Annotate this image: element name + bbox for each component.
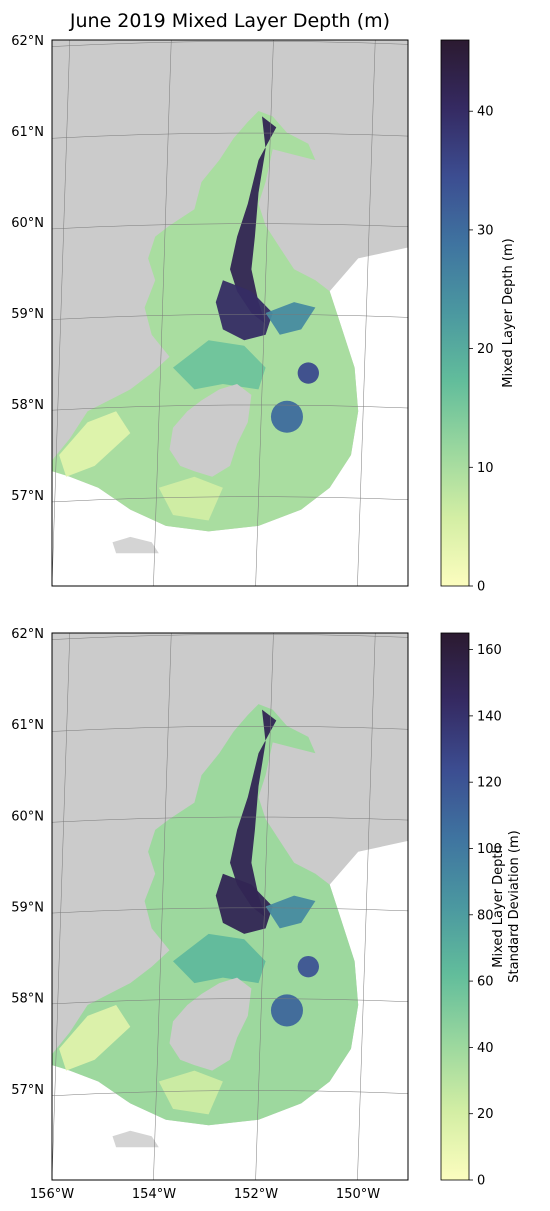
- longitude-line: [153, 632, 172, 1181]
- graticule-mld-std: [51, 632, 409, 1181]
- colorbar-tick-label: 80: [477, 908, 494, 923]
- colorbar-tick-label: 20: [477, 1107, 494, 1122]
- colorbar-gradient: [440, 39, 470, 587]
- latitude-line: [51, 41, 409, 47]
- open-ocean: [52, 840, 408, 1180]
- longitude-line: [255, 39, 274, 587]
- colorbar-tick-label: 30: [477, 223, 494, 238]
- colorbar-tick-label: 140: [477, 709, 502, 724]
- kodiak-island: [169, 384, 252, 477]
- colorbar-label: Standard Deviation (m): [507, 830, 522, 982]
- lon-tick-label: 152°W: [234, 1187, 278, 1202]
- map-frame-mld: [51, 39, 409, 587]
- mld-cell-cluster: [270, 994, 303, 1027]
- open-ocean: [52, 247, 408, 586]
- latitude-line: [51, 496, 409, 503]
- map-panel-mld-std: 62°N 61°N 60°N 59°N 58°N 57°N 156°W 154°W 152°W…: [11, 627, 522, 1202]
- colorbar-tick-label: 40: [477, 105, 494, 120]
- colorbar-mld: 0 10 20 30 40 Mixed Layer Depth (m): [440, 39, 516, 595]
- mld-cell-cluster: [59, 1005, 131, 1071]
- mld-cell-cluster: [230, 709, 277, 918]
- latitude-line: [51, 634, 409, 640]
- mld-cell-cluster: [59, 411, 131, 477]
- longitude-line: [255, 632, 274, 1181]
- colorbar-tick-label: 10: [477, 461, 494, 476]
- lat-tick-label: 57°N: [11, 1083, 44, 1098]
- mld-cell-cluster: [173, 340, 266, 390]
- lat-tick-label: 58°N: [11, 992, 44, 1007]
- colorbar-tick-label: 100: [477, 842, 502, 857]
- lat-tick-label: 57°N: [11, 489, 44, 504]
- mld-cell-cluster: [173, 933, 266, 984]
- latitude-line: [51, 998, 409, 1005]
- lat-tick-label: 61°N: [11, 125, 44, 140]
- map-area-mld: [52, 40, 408, 586]
- lat-tick-label: 61°N: [11, 718, 44, 733]
- latitude-line: [51, 725, 409, 732]
- lat-tick-labels-mld-std: 62°N 61°N 60°N 59°N 58°N 57°N: [11, 627, 44, 1098]
- lon-tick-labels-mld-std: 156°W 154°W 152°W 150°W: [30, 1187, 380, 1202]
- lat-tick-label: 62°N: [11, 627, 44, 642]
- lat-tick-label: 59°N: [11, 901, 44, 916]
- longitude-line: [357, 39, 376, 587]
- colorbar-tick-label: 60: [477, 975, 494, 990]
- kodiak-island: [169, 977, 252, 1071]
- latitude-line: [51, 132, 409, 139]
- lon-tick-label: 154°W: [132, 1187, 176, 1202]
- mld-cell-cluster: [265, 302, 316, 335]
- mld-cell-cluster: [158, 476, 223, 521]
- lat-tick-label: 60°N: [11, 216, 44, 231]
- latitude-line: [51, 223, 409, 230]
- latitude-line: [51, 816, 409, 823]
- latitude-line: [51, 907, 409, 914]
- mld-cell-cluster: [297, 362, 319, 384]
- longitude-line: [357, 632, 376, 1181]
- colorbar-tick-label: 120: [477, 776, 502, 791]
- map-panel-mld: 62°N 61°N 60°N 59°N 58°N 57°N 0 10 20 30 40 Mixed …: [11, 34, 516, 595]
- latitude-line: [51, 404, 409, 411]
- mld-cell-cluster: [158, 1070, 223, 1115]
- longitude-line: [51, 39, 71, 587]
- colorbar-gradient: [440, 632, 470, 1181]
- colorbar-tick-label: 0: [477, 580, 485, 595]
- longitude-line: [51, 632, 71, 1181]
- figure-title: June 2019 Mixed Layer Depth (m): [69, 10, 390, 32]
- lat-tick-labels-mld: 62°N 61°N 60°N 59°N 58°N 57°N: [11, 34, 44, 504]
- mld-cell-cluster: [215, 873, 273, 934]
- lon-tick-label: 156°W: [30, 1187, 74, 1202]
- colorbar-tick-label: 160: [477, 643, 502, 658]
- latitude-line: [51, 314, 409, 320]
- island-shoal: [112, 536, 159, 554]
- map-area-mld-std: [52, 633, 408, 1180]
- latitude-line: [51, 1090, 409, 1097]
- colorbar-mld-std: 0 20 40 60 80 100 120 140 160 Mixed Layer Depth St…: [440, 632, 522, 1189]
- colorbar-label: Mixed Layer Depth (m): [501, 238, 516, 387]
- island-shoal: [112, 1130, 159, 1148]
- lat-tick-label: 58°N: [11, 398, 44, 413]
- lon-tick-label: 150°W: [336, 1187, 380, 1202]
- mld-cell-cluster: [230, 116, 277, 324]
- mld-cell-cluster: [215, 280, 273, 341]
- graticule-mld: [51, 39, 409, 587]
- longitude-line: [153, 39, 172, 587]
- colorbar-tick-label: 40: [477, 1041, 494, 1056]
- map-frame-mld-std: [51, 632, 409, 1181]
- colorbar-tick-label: 20: [477, 342, 494, 357]
- lat-tick-label: 59°N: [11, 307, 44, 322]
- colorbar-tick-label: 0: [477, 1174, 485, 1189]
- mld-cell-cluster: [265, 895, 316, 929]
- lat-tick-label: 62°N: [11, 34, 44, 49]
- mld-cell-cluster: [270, 400, 303, 433]
- lat-tick-label: 60°N: [11, 809, 44, 824]
- colorbar-label: Mixed Layer Depth: [491, 845, 506, 967]
- mld-cell-cluster: [297, 955, 319, 978]
